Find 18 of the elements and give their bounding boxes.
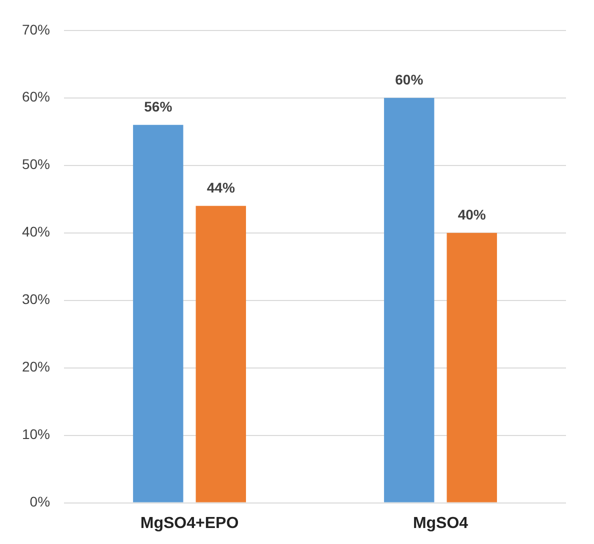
data-label: 44%: [206, 180, 236, 196]
y-tick-label: 40%: [22, 224, 50, 240]
y-tick-label: 30%: [22, 291, 50, 308]
x-tick-label: MgSO4: [412, 514, 468, 532]
data-label: 40%: [458, 206, 486, 223]
y-tick-label: 50%: [22, 156, 50, 172]
data-label: 60%: [395, 72, 424, 88]
data-label: 56%: [144, 98, 173, 115]
y-tick-label: 10%: [22, 426, 50, 442]
y-tick-label: 20%: [22, 358, 50, 375]
x-tick-label: MgSO4+EPO: [140, 514, 239, 532]
y-tick-label: 0%: [30, 494, 50, 510]
bar: [384, 98, 434, 502]
y-tick-label: 60%: [22, 88, 50, 105]
bar: [196, 206, 246, 502]
y-tick-label: 70%: [22, 21, 50, 38]
bar: [133, 124, 184, 502]
bar: [446, 232, 497, 502]
